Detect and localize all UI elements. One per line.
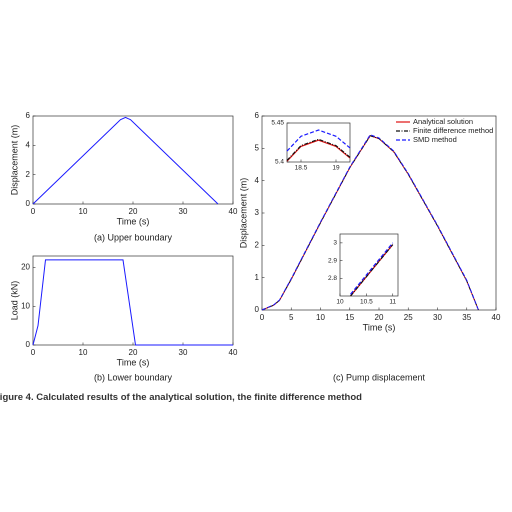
y-tick-label: 2 bbox=[26, 170, 31, 179]
y-tick-label: 4 bbox=[255, 176, 260, 185]
y-tick-label: 6 bbox=[26, 111, 31, 120]
x-tick-label: 10.5 bbox=[360, 299, 373, 306]
figure-caption: Figure 4. Calculated results of the anal… bbox=[0, 392, 362, 403]
x-tick-label: 30 bbox=[433, 313, 442, 322]
x-tick-label: 19 bbox=[332, 165, 340, 172]
data-line bbox=[350, 242, 394, 295]
x-tick-label: 15 bbox=[345, 313, 354, 322]
x-tick-label: 10 bbox=[336, 299, 344, 306]
plot-area bbox=[339, 233, 399, 297]
plot-area bbox=[32, 115, 234, 205]
x-tick-label: 11 bbox=[389, 299, 396, 306]
x-tick-label: 20 bbox=[375, 313, 384, 322]
y-tick-label: 6 bbox=[255, 111, 260, 120]
y-tick-label: 3 bbox=[255, 208, 260, 217]
y-tick-label: 0 bbox=[255, 305, 260, 314]
y-tick-label: 2.8 bbox=[328, 275, 337, 282]
data-line bbox=[261, 134, 479, 311]
panel-caption: (a) Upper boundary bbox=[94, 232, 173, 242]
plot-area bbox=[286, 122, 351, 163]
data-line bbox=[286, 129, 351, 152]
y-tick-label: 10 bbox=[21, 301, 30, 310]
x-axis-label: Time (s) bbox=[117, 357, 150, 367]
legend-label: Analytical solution bbox=[413, 117, 473, 126]
data-line bbox=[286, 138, 351, 161]
data-line bbox=[32, 116, 219, 205]
x-axis-label: Time (s) bbox=[117, 216, 150, 226]
y-tick-label: 5.45 bbox=[271, 120, 284, 127]
y-tick-label: 2.9 bbox=[328, 257, 337, 264]
x-tick-label: 20 bbox=[129, 207, 138, 216]
y-axis-label: Load (kN) bbox=[9, 281, 19, 321]
y-axis-label: Displacement (m) bbox=[9, 125, 19, 196]
x-tick-label: 0 bbox=[31, 348, 36, 357]
x-tick-label: 30 bbox=[179, 348, 188, 357]
x-tick-label: 40 bbox=[492, 313, 501, 322]
data-line bbox=[32, 259, 233, 346]
legend-label: Finite difference method bbox=[413, 126, 493, 135]
x-tick-label: 20 bbox=[129, 348, 138, 357]
panel-caption: (b) Lower boundary bbox=[94, 372, 173, 382]
x-tick-label: 10 bbox=[316, 313, 325, 322]
x-tick-label: 0 bbox=[31, 207, 36, 216]
x-tick-label: 40 bbox=[229, 348, 238, 357]
x-tick-label: 40 bbox=[229, 207, 238, 216]
legend-label: SMD method bbox=[413, 135, 457, 144]
x-tick-label: 18.5 bbox=[295, 165, 308, 172]
y-axis-label: Displacement (m) bbox=[238, 178, 248, 249]
y-tick-label: 5 bbox=[255, 143, 260, 152]
x-tick-label: 35 bbox=[462, 313, 471, 322]
x-tick-label: 0 bbox=[260, 313, 265, 322]
y-tick-label: 1 bbox=[255, 273, 260, 282]
x-tick-label: 25 bbox=[404, 313, 413, 322]
y-tick-label: 5.4 bbox=[275, 159, 284, 166]
y-tick-label: 3 bbox=[333, 240, 337, 247]
y-tick-label: 0 bbox=[26, 340, 31, 349]
x-tick-label: 10 bbox=[79, 207, 88, 216]
y-tick-label: 0 bbox=[26, 199, 31, 208]
x-tick-label: 10 bbox=[79, 348, 88, 357]
x-axis-label: Time (s) bbox=[363, 322, 396, 332]
x-tick-label: 30 bbox=[179, 207, 188, 216]
y-tick-label: 20 bbox=[21, 263, 30, 272]
x-tick-label: 5 bbox=[289, 313, 294, 322]
panel-caption: (c) Pump displacement bbox=[333, 372, 426, 382]
data-line bbox=[350, 244, 394, 297]
y-tick-label: 2 bbox=[255, 240, 260, 249]
y-tick-label: 4 bbox=[26, 140, 31, 149]
plot-area bbox=[32, 255, 234, 346]
